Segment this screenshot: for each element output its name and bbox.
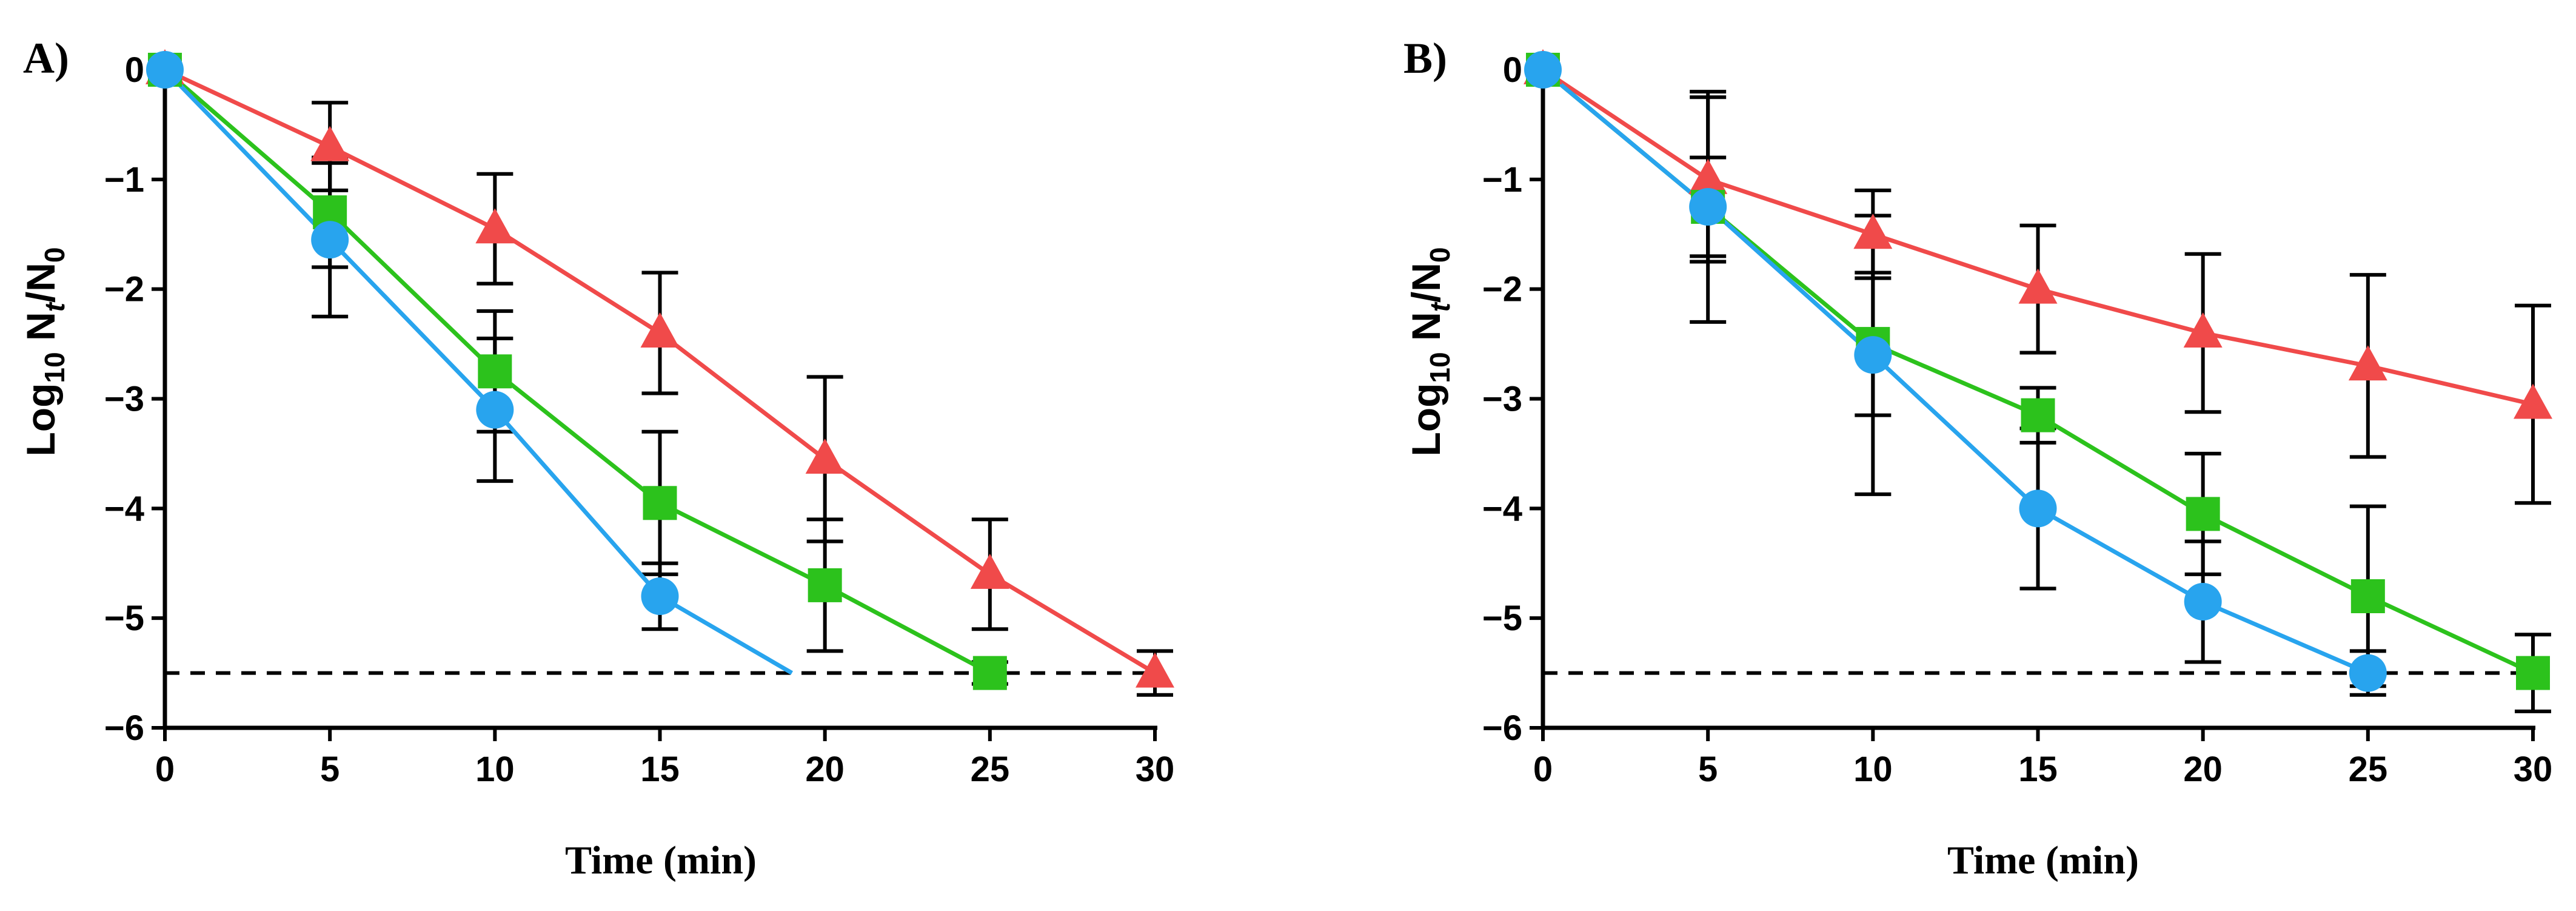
marker-square (2021, 398, 2055, 432)
panel-a: A) Time (min) Log10 Nt/N0 0−1−2−3−4−5−60… (18, 34, 1174, 882)
marker-circle (641, 577, 679, 615)
marker-square (2186, 497, 2220, 531)
marker-square (643, 486, 677, 520)
panel-b-x-axis-title: Time (min) (1947, 838, 2139, 882)
marker-square (2350, 579, 2385, 613)
marker-circle (146, 51, 184, 89)
panel-b-label: B) (1403, 34, 1447, 82)
x-tick-label: 20 (805, 750, 845, 789)
marker-triangle (2018, 268, 2058, 304)
ylabel-sub-10: 10 (1424, 352, 1456, 383)
y-tick-label: −4 (104, 489, 144, 528)
marker-triangle (640, 312, 680, 348)
series-line-circle (1541, 68, 2369, 675)
x-tick-label: 10 (475, 750, 515, 789)
marker-circle (2349, 654, 2387, 692)
marker-circle (2019, 489, 2057, 528)
ylabel-n: N (18, 312, 63, 352)
x-tick-label: 5 (1698, 750, 1718, 789)
y-tick-label: −5 (1482, 599, 1522, 638)
ylabel-sub-10: 10 (39, 352, 70, 383)
marker-triangle (2514, 383, 2552, 419)
x-tick-label: 20 (2183, 750, 2223, 789)
marker-triangle (2183, 312, 2223, 348)
panel-a-label: A) (23, 34, 69, 82)
marker-square (972, 656, 1007, 690)
marker-triangle (475, 208, 515, 244)
x-tick-label: 25 (971, 750, 1010, 789)
y-tick-label: −3 (104, 380, 144, 419)
marker-square (2516, 656, 2550, 690)
x-tick-label: 0 (155, 750, 175, 789)
panel-a-y-axis-title: Log10 Nt/N0 (18, 247, 70, 456)
panel-b-y-axis-title: Log10 Nt/N0 (1403, 247, 1456, 456)
x-tick-label: 15 (2018, 750, 2058, 789)
marker-triangle (1853, 213, 1893, 249)
y-tick-label: −4 (1482, 489, 1522, 528)
ylabel-n: N (1403, 312, 1448, 352)
y-tick-label: −1 (1482, 160, 1522, 200)
marker-circle (476, 391, 514, 429)
panel-b: B) Time (min) Log10 Nt/N0 0−1−2−3−4−5−60… (1403, 34, 2552, 882)
x-tick-label: 30 (2514, 750, 2553, 789)
marker-triangle (805, 438, 845, 474)
x-tick-label: 25 (2349, 750, 2388, 789)
ylabel-sub-0: 0 (1424, 247, 1456, 263)
ylabel-slash-n: /N (18, 263, 63, 303)
panel-b-plot: 0 −1 −2 −3 −4 −5 −6 0 5 10 15 20 25 30 (1482, 49, 2552, 789)
x-tick-label: 10 (1853, 750, 1893, 789)
y-tick-label: −6 (104, 708, 144, 748)
marker-circle (1524, 51, 1562, 89)
ylabel-log: Log (1403, 383, 1448, 457)
marker-square (478, 354, 512, 389)
ylabel-slash-n: /N (1403, 263, 1448, 303)
panel-a-x-axis-title: Time (min) (565, 838, 757, 882)
y-tick-label: −2 (104, 270, 144, 309)
marker-circle (311, 221, 349, 259)
marker-triangle (1688, 158, 1728, 194)
x-tick-label: 15 (640, 750, 680, 789)
series-line-square (163, 68, 991, 675)
ylabel-sub-0: 0 (39, 247, 70, 263)
y-tick-label: 0 (1503, 50, 1522, 90)
y-tick-label: −2 (1482, 270, 1522, 309)
x-tick-label: 30 (1136, 750, 1175, 789)
marker-circle (1854, 336, 1892, 374)
marker-triangle (970, 553, 1009, 589)
y-tick-label: −5 (104, 599, 144, 638)
y-tick-label: −1 (104, 160, 144, 200)
y-tick-label: 0 (125, 50, 144, 90)
ylabel-log: Log (18, 383, 63, 457)
y-tick-label: −3 (1482, 380, 1522, 419)
x-tick-label: 5 (320, 750, 340, 789)
y-tick-label: −6 (1482, 708, 1522, 748)
marker-triangle (2348, 345, 2387, 381)
marker-triangle (310, 126, 350, 161)
marker-square (808, 568, 842, 602)
marker-circle (1689, 188, 1727, 226)
panel-a-plot: 0 −1 −2 −3 −4 −5 −6 0 5 10 15 20 25 30 (104, 49, 1174, 789)
x-tick-label: 0 (1533, 750, 1553, 789)
ylabel-sub-t: t (1424, 301, 1456, 312)
ylabel-sub-t: t (39, 301, 70, 312)
marker-triangle (1136, 652, 1174, 688)
marker-circle (2184, 583, 2222, 621)
